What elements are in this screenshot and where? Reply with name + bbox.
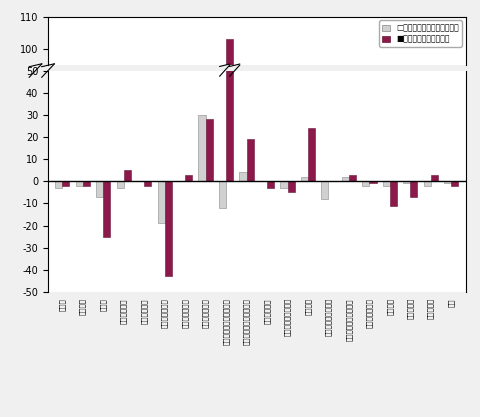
Bar xyxy=(451,373,458,379)
Bar xyxy=(247,139,254,181)
Bar xyxy=(321,181,328,199)
Bar xyxy=(383,373,390,379)
Bar xyxy=(117,181,124,188)
Bar xyxy=(362,181,370,186)
Bar xyxy=(308,295,315,373)
Bar xyxy=(451,181,458,186)
Bar xyxy=(240,360,247,373)
Bar xyxy=(240,172,247,181)
Bar xyxy=(403,181,410,183)
Bar xyxy=(62,181,70,186)
Bar xyxy=(205,282,213,373)
Bar xyxy=(103,181,110,236)
Bar xyxy=(226,39,233,373)
Bar xyxy=(349,175,356,181)
Bar xyxy=(144,181,151,186)
Bar xyxy=(219,373,226,412)
Bar xyxy=(444,181,451,183)
Bar xyxy=(424,181,431,186)
Bar xyxy=(226,0,233,181)
Bar xyxy=(185,175,192,181)
Bar xyxy=(321,373,328,399)
Bar xyxy=(165,181,172,276)
Bar xyxy=(431,363,438,373)
Bar xyxy=(198,115,205,181)
Bar xyxy=(205,119,213,181)
Bar xyxy=(288,181,295,192)
Bar xyxy=(301,367,308,373)
Bar xyxy=(267,181,274,188)
Bar xyxy=(96,373,103,395)
Legend: □前月比（季節調整済指数）, ■前年同月比（原指数）: □前月比（季節調整済指数）, ■前年同月比（原指数） xyxy=(379,20,462,47)
Bar xyxy=(55,181,62,188)
Bar xyxy=(390,373,397,409)
Bar xyxy=(219,181,226,208)
Bar xyxy=(198,276,205,373)
Bar xyxy=(370,373,376,376)
Bar xyxy=(76,181,83,186)
Bar xyxy=(424,373,431,379)
Bar xyxy=(83,181,90,186)
Bar xyxy=(55,373,62,382)
Bar xyxy=(62,373,70,379)
Bar xyxy=(403,373,410,376)
Bar xyxy=(165,373,172,417)
Bar xyxy=(157,181,165,224)
Bar xyxy=(362,373,370,379)
Bar xyxy=(370,181,376,183)
Bar xyxy=(288,373,295,389)
Bar xyxy=(185,363,192,373)
Bar xyxy=(342,367,349,373)
Bar xyxy=(410,181,418,197)
Bar xyxy=(157,373,165,417)
Bar xyxy=(96,181,103,197)
Bar xyxy=(144,373,151,379)
Bar xyxy=(308,128,315,181)
Bar xyxy=(431,175,438,181)
Bar xyxy=(117,373,124,382)
Bar xyxy=(247,311,254,373)
Bar xyxy=(349,363,356,373)
Bar xyxy=(83,373,90,379)
Bar xyxy=(342,177,349,181)
Bar xyxy=(301,177,308,181)
Bar xyxy=(280,181,288,188)
Bar xyxy=(76,373,83,379)
Bar xyxy=(124,170,131,181)
Bar xyxy=(444,373,451,376)
Bar xyxy=(124,357,131,373)
Bar xyxy=(103,373,110,417)
Bar xyxy=(410,373,418,395)
Bar xyxy=(390,181,397,206)
Bar xyxy=(383,181,390,186)
Bar xyxy=(280,373,288,382)
Bar xyxy=(267,373,274,382)
